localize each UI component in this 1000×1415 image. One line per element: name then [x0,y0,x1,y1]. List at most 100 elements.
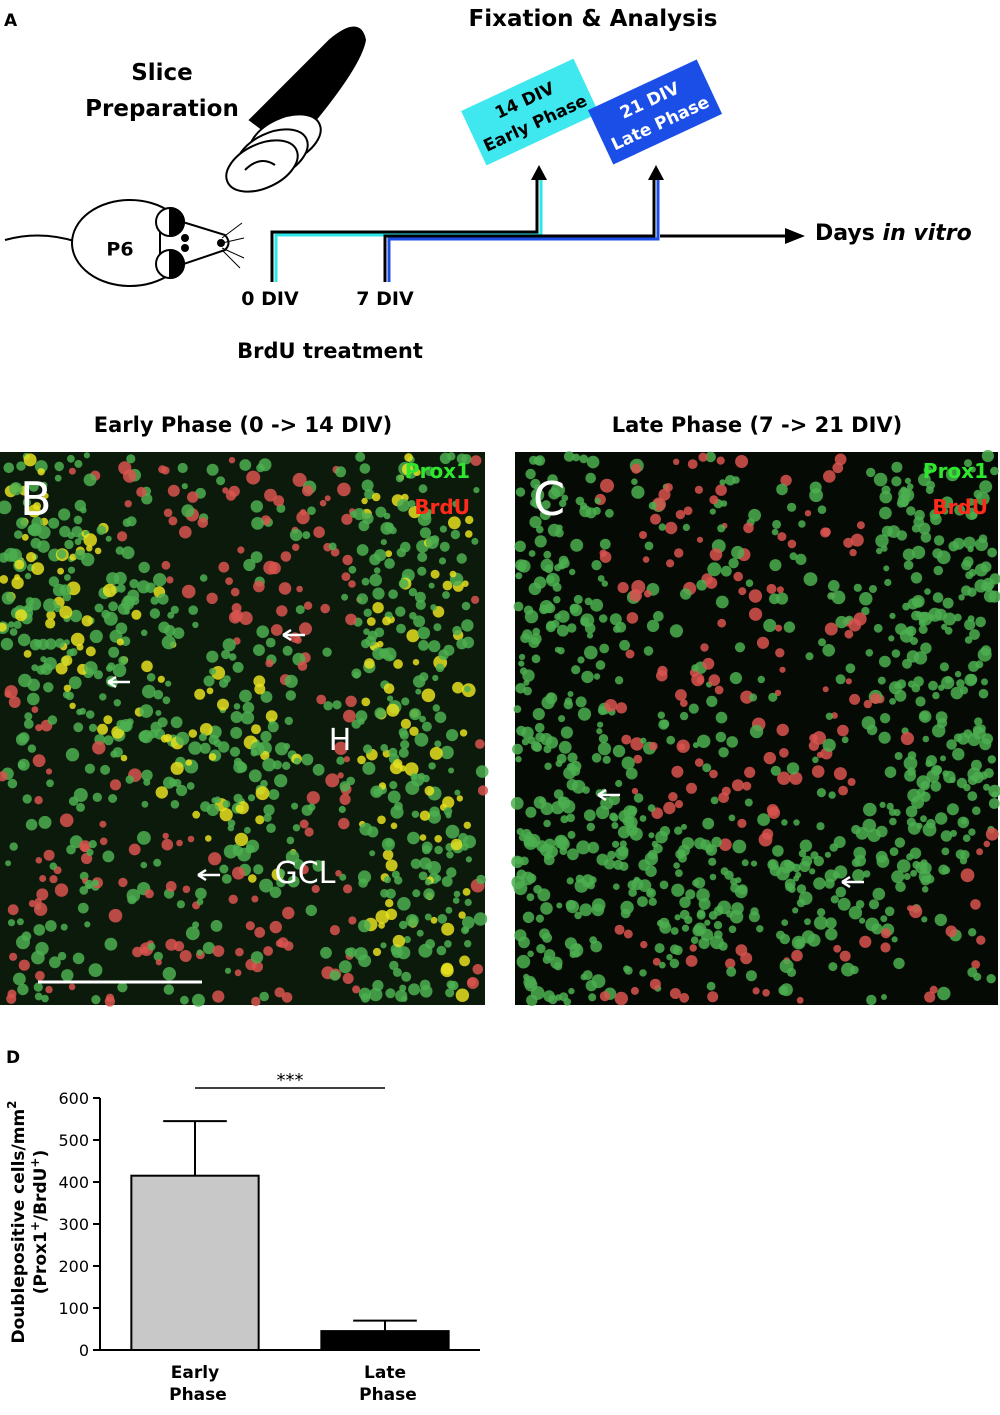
cell [73,953,85,965]
cell [179,526,192,539]
cell [511,876,524,889]
cell [683,524,690,531]
cell [568,691,574,697]
cell [544,855,555,866]
cell [725,475,736,486]
cell [123,469,136,482]
cell [919,619,926,626]
cell [433,623,441,631]
cell [817,908,825,916]
cell [432,675,438,681]
cell [116,623,128,635]
cell [198,517,209,528]
cell [76,803,85,812]
cell [559,564,565,570]
cell [733,572,743,582]
cell [180,950,192,962]
cell [540,600,553,613]
cell [716,732,727,743]
cell [922,886,929,893]
cell [690,944,697,951]
cell [392,871,400,879]
cell [568,988,574,994]
cell [174,941,184,951]
cell [118,878,127,887]
cell [263,804,274,815]
cell [8,779,18,789]
cell [406,914,419,927]
cell [77,644,84,651]
cell [14,530,23,539]
cell [64,540,73,549]
cell [268,721,279,732]
cell [707,562,721,576]
cell [335,466,346,477]
cell [836,674,846,684]
cell [525,610,538,623]
cell [791,950,803,962]
cell [519,834,526,841]
cell [691,673,704,686]
cell [776,931,785,940]
cell [418,944,432,958]
cell [401,697,409,705]
panel-label: A [4,11,18,31]
cell [574,912,582,920]
cell [388,791,401,804]
cell [921,916,927,922]
cell [900,487,907,494]
cell [686,955,698,967]
cell [325,773,339,787]
cell [615,925,625,935]
cell [412,811,419,818]
cell [285,717,293,725]
cell [714,930,723,939]
cell [425,863,432,870]
cell [648,804,656,812]
cell [363,744,372,753]
cell [75,549,86,560]
cell [812,757,819,764]
cell [329,543,337,551]
cell [361,698,370,707]
cell [256,786,270,800]
cell [757,637,769,649]
cell [171,800,180,809]
cell [769,860,777,868]
cell [263,946,273,956]
cell [91,995,100,1004]
cell [711,797,719,805]
y-tick-label: 600 [58,1089,89,1108]
cell [320,947,332,959]
cell [65,692,74,701]
cell [797,884,806,893]
cell [880,915,887,922]
cell [673,459,679,465]
cell [535,732,545,742]
cell [951,687,964,700]
cell [60,814,74,828]
cell [362,513,373,524]
cell [59,526,70,537]
cell [567,848,579,860]
stain-label: BrdU [932,495,988,519]
cell [74,460,82,468]
cell [283,646,293,656]
cell [859,936,871,948]
cell [251,951,263,963]
cell [715,686,724,695]
cell [638,859,650,871]
cell [866,468,875,477]
cell [924,588,931,595]
cell [320,604,330,614]
cell [907,483,914,490]
cell [228,825,235,832]
cell [689,704,699,714]
cell [600,479,614,493]
cell [737,819,746,828]
cell [949,777,955,783]
cell [244,827,251,834]
cell [302,805,313,816]
cell [797,997,804,1004]
cell [74,516,83,525]
